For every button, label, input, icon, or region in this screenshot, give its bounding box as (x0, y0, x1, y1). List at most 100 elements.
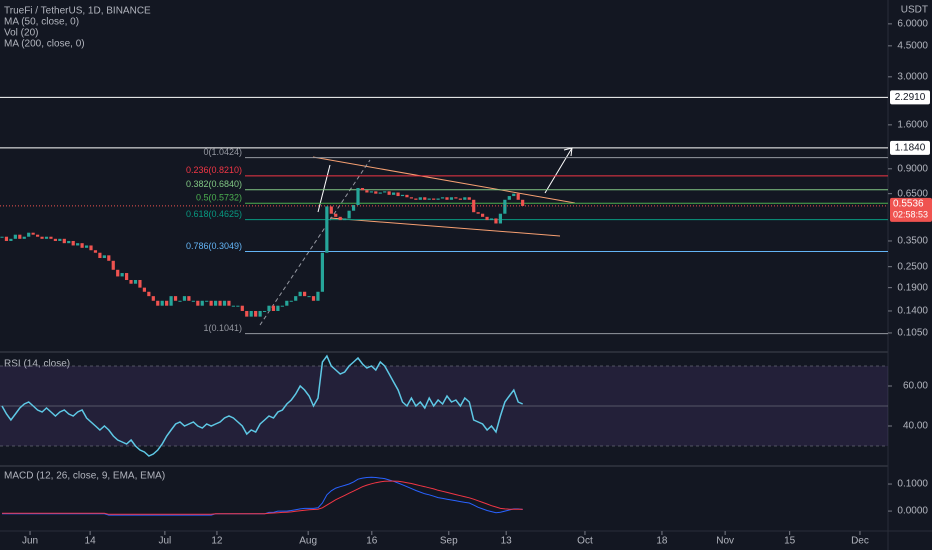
candle (258, 310, 262, 317)
candle (489, 218, 494, 221)
candle (80, 243, 84, 248)
candle (334, 213, 338, 217)
macd-line (2, 480, 523, 515)
candle (22, 236, 26, 239)
candle (503, 199, 507, 214)
candle (133, 279, 138, 284)
candle (307, 296, 311, 298)
fib-label: 0.382(0.6840) (186, 179, 242, 189)
candle (102, 255, 106, 259)
candle (418, 197, 422, 200)
trend-line (312, 156, 576, 204)
price-label-box (890, 90, 930, 105)
candle (151, 296, 155, 301)
candle (338, 216, 342, 221)
arrow (317, 164, 331, 213)
candle (458, 198, 462, 200)
candle (27, 232, 31, 237)
fib-label: 0(1.0424) (203, 147, 242, 157)
trend-line (329, 217, 561, 237)
candle (178, 300, 182, 302)
candle (169, 296, 173, 306)
candle (89, 245, 93, 251)
macd-title: MACD (12, 26, close, 9, EMA, EMA) (4, 471, 165, 482)
candle (405, 194, 409, 198)
y-tick-label: 3.0000 (897, 71, 928, 82)
candle (356, 188, 360, 206)
y-tick-label: 0.1900 (897, 282, 928, 293)
candle (218, 300, 222, 306)
arrow (544, 147, 573, 194)
countdown: 02:58:53 (893, 209, 928, 219)
candle (360, 188, 365, 191)
candle (476, 212, 480, 214)
fib-trend (259, 159, 371, 326)
candle (36, 234, 40, 237)
candle (156, 300, 160, 306)
candle (222, 300, 227, 306)
candle (262, 310, 267, 312)
candle (280, 305, 284, 307)
y-tick-label: 1.6000 (897, 119, 928, 130)
candle (107, 255, 111, 261)
candle (289, 300, 293, 302)
candle (249, 310, 253, 317)
x-tick-label: Aug (299, 536, 317, 547)
x-tick-label: 16 (366, 536, 378, 547)
candle (365, 190, 369, 193)
y-tick-label: 0.6500 (897, 188, 928, 199)
candle (205, 300, 209, 302)
candle (196, 300, 200, 306)
candle (507, 196, 511, 200)
candle (254, 310, 258, 317)
candle (392, 192, 396, 195)
candle (18, 234, 22, 239)
y-tick-label: 60.00 (903, 381, 928, 392)
last-price-label: 0.5536 (893, 199, 924, 210)
y-tick-label: 0.3500 (897, 236, 928, 247)
candle (521, 199, 525, 206)
candle (160, 300, 164, 306)
candle (445, 197, 449, 200)
candle (369, 191, 373, 193)
candle (138, 279, 142, 288)
candle (481, 213, 485, 217)
candle (383, 191, 387, 193)
candle (93, 250, 98, 253)
candle (62, 238, 66, 244)
candle (472, 199, 476, 213)
candle (449, 197, 454, 200)
candle (396, 192, 400, 197)
fib-label: 1(0.1041) (203, 323, 242, 333)
x-tick-label: 18 (656, 536, 668, 547)
y-tick-label: 0.1000 (897, 479, 928, 490)
candle (53, 238, 58, 241)
candle (240, 305, 244, 311)
fib-label: 0.5(0.5732) (196, 193, 242, 203)
candle (84, 245, 89, 248)
price-label: 1.1840 (895, 142, 926, 153)
candle (427, 198, 431, 200)
candle (454, 197, 458, 199)
last-price-box (890, 197, 932, 222)
x-tick-label: Sep (440, 536, 458, 547)
candle (463, 197, 467, 200)
candle (414, 198, 418, 200)
y-tick-label: 4.5000 (897, 40, 928, 51)
candle (71, 240, 75, 246)
candle (440, 197, 445, 199)
candle (76, 243, 80, 246)
rsi-line (1, 354, 524, 457)
price-label-box (890, 140, 930, 155)
candle (311, 296, 316, 301)
price-label: 2.2910 (895, 92, 926, 103)
candle (329, 206, 333, 214)
candle (200, 300, 204, 306)
indicator-label: MA (50, close, 0) (4, 17, 79, 28)
candle (245, 310, 249, 317)
x-tick-label: Jul (158, 536, 171, 547)
candle (13, 234, 17, 239)
x-tick-label: Oct (577, 536, 593, 547)
indicator-label: MA (200, close, 0) (4, 39, 85, 50)
